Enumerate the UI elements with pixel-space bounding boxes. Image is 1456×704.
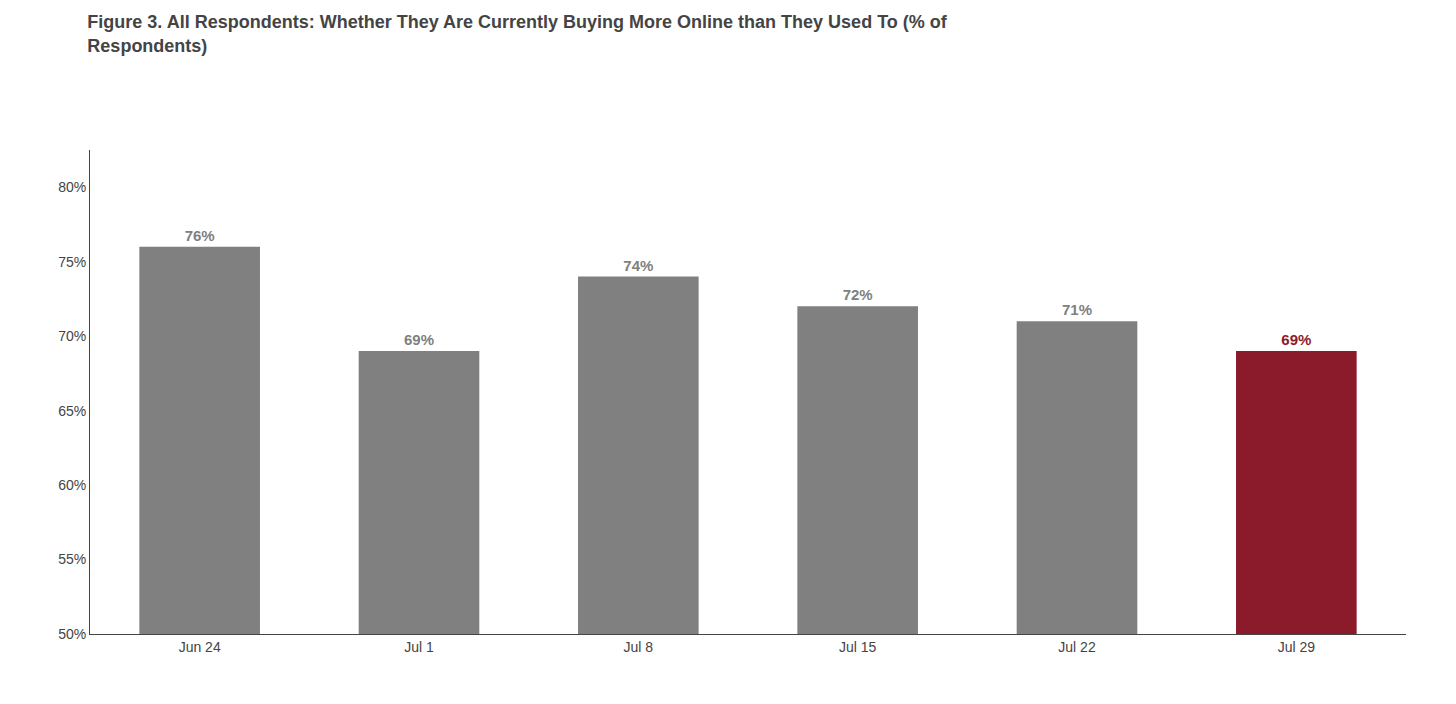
svg-text:80%: 80% bbox=[58, 179, 86, 195]
svg-text:69%: 69% bbox=[404, 331, 434, 348]
svg-text:Jul 1: Jul 1 bbox=[404, 639, 434, 655]
svg-text:74%: 74% bbox=[623, 257, 653, 274]
svg-text:65%: 65% bbox=[58, 403, 86, 419]
svg-text:Jul 15: Jul 15 bbox=[839, 639, 877, 655]
svg-text:72%: 72% bbox=[843, 286, 873, 303]
svg-text:76%: 76% bbox=[185, 227, 215, 244]
svg-text:60%: 60% bbox=[58, 477, 86, 493]
svg-text:75%: 75% bbox=[58, 254, 86, 270]
svg-text:55%: 55% bbox=[58, 551, 86, 567]
svg-text:69%: 69% bbox=[1281, 331, 1311, 348]
svg-text:Jun 24: Jun 24 bbox=[179, 639, 221, 655]
svg-text:Jul 29: Jul 29 bbox=[1278, 639, 1316, 655]
svg-text:Figure 3. All Respondents: Whe: Figure 3. All Respondents: Whether They … bbox=[87, 12, 947, 55]
svg-text:Jul 8: Jul 8 bbox=[624, 639, 654, 655]
svg-text:50%: 50% bbox=[58, 626, 86, 642]
svg-text:Jul 22: Jul 22 bbox=[1058, 639, 1096, 655]
svg-text:71%: 71% bbox=[1062, 301, 1092, 318]
svg-text:70%: 70% bbox=[58, 328, 86, 344]
